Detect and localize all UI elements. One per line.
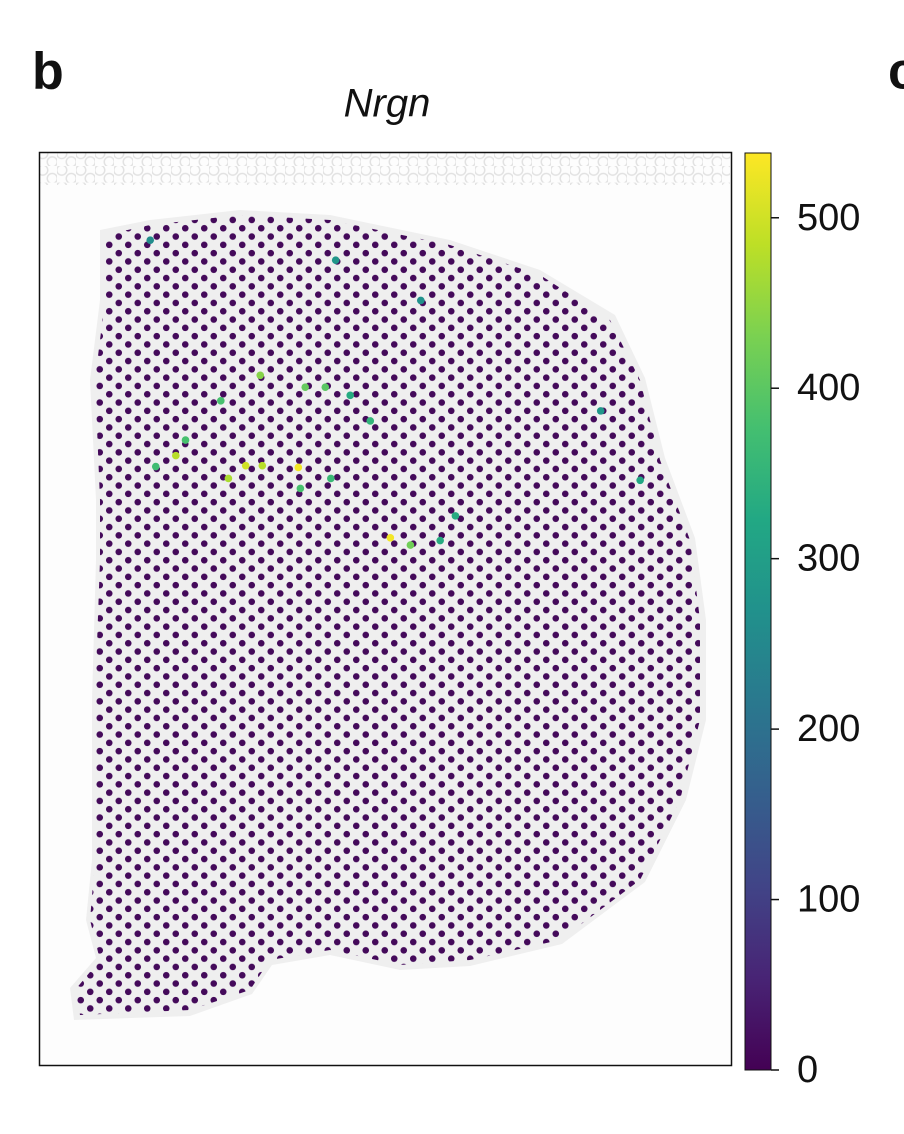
spot-layer xyxy=(146,236,644,549)
chart-title: Nrgn xyxy=(344,82,431,126)
colorbar-ticks: 0 100 200 300 400 500 xyxy=(771,197,860,1091)
colorbar-tick-label: 400 xyxy=(797,367,860,409)
colorbar-tick-label: 100 xyxy=(797,879,860,921)
tissue-panel xyxy=(40,153,730,1064)
spot xyxy=(436,536,444,545)
spot xyxy=(596,407,605,415)
spot xyxy=(224,474,233,483)
spot xyxy=(181,436,190,444)
spot xyxy=(258,461,267,470)
spot xyxy=(172,451,180,460)
colorbar xyxy=(744,152,772,1071)
panel-label: b xyxy=(32,43,64,101)
colorbar-tick-label: 500 xyxy=(797,197,860,239)
spot xyxy=(327,474,335,483)
colorbar-tick-label: 200 xyxy=(797,708,860,750)
spot xyxy=(416,296,425,305)
spot xyxy=(296,484,305,493)
panel-frame xyxy=(38,151,733,1067)
spot xyxy=(217,397,225,405)
spot xyxy=(241,461,250,470)
tissue-spots xyxy=(75,215,700,1015)
background-spots xyxy=(40,153,730,185)
spot xyxy=(331,256,340,265)
spot xyxy=(366,417,375,425)
spot xyxy=(256,371,265,380)
panel-label: c xyxy=(888,43,904,101)
spot xyxy=(321,383,330,391)
spot xyxy=(346,391,355,400)
spot xyxy=(386,533,395,542)
spot xyxy=(146,236,155,244)
colorbar-tick-label: 300 xyxy=(797,538,860,580)
spot xyxy=(636,476,644,485)
spot xyxy=(451,512,460,520)
colorbar-tick-label: 0 xyxy=(797,1049,818,1091)
spot xyxy=(406,541,415,549)
spot xyxy=(151,462,160,471)
spot xyxy=(301,383,310,391)
spot xyxy=(294,463,303,472)
